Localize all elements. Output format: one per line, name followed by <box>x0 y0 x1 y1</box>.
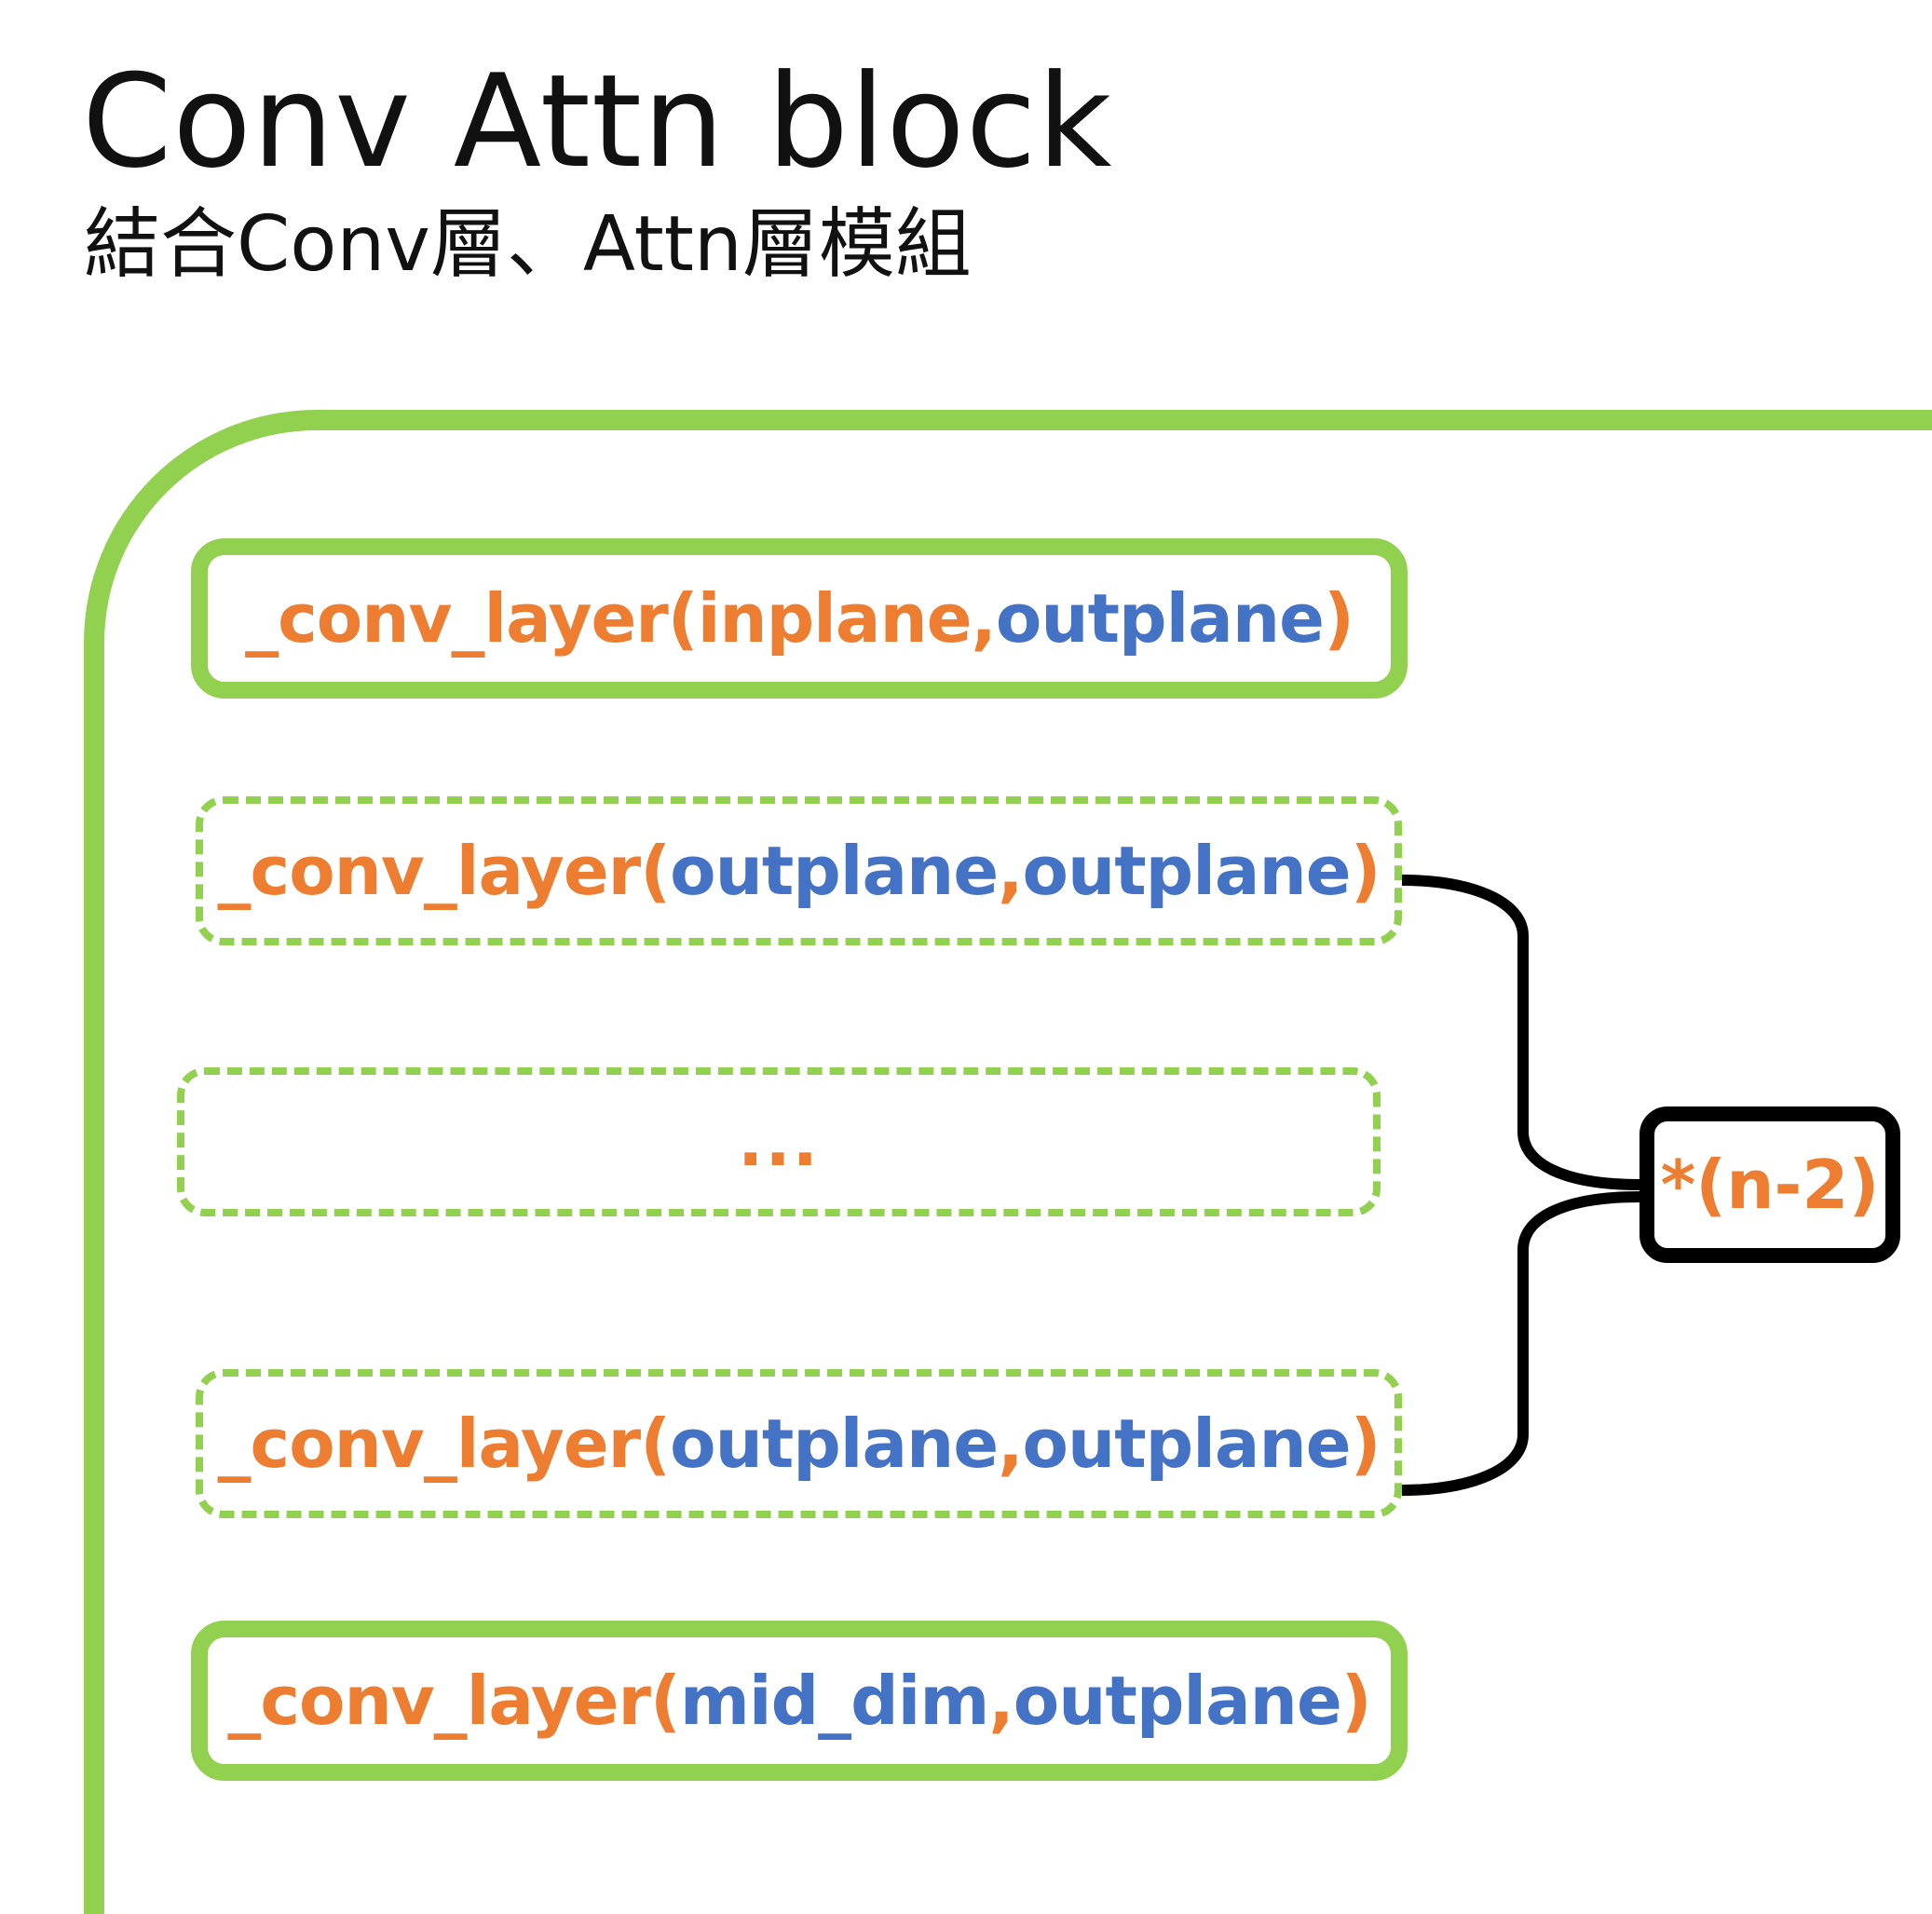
layer-fn: _conv_layer( <box>217 1405 672 1483</box>
layer-sep: , <box>971 579 997 658</box>
layer-close: ) <box>1323 579 1354 658</box>
layer-fn: _conv_layer( <box>227 1662 681 1740</box>
layer-arg1: inplane <box>697 579 973 658</box>
layer-arg1: mid_dim <box>679 1662 989 1740</box>
layer-arg2: outplane <box>1022 1405 1352 1483</box>
layer-arg2: outplane <box>1022 832 1352 910</box>
layer-arg1: outplane <box>670 832 999 910</box>
conv-layer-last: _conv_layer(mid_dim, outplane) <box>191 1621 1408 1781</box>
repeat-label: *(n-2) <box>1660 1146 1880 1224</box>
page-title: Conv Attn block <box>82 47 1113 197</box>
layer-arg2: outplane <box>995 579 1325 658</box>
layer-close: ) <box>1350 832 1381 910</box>
layer-sep: , <box>998 832 1023 910</box>
layer-fn: _conv_layer( <box>245 579 699 658</box>
layer-close: ) <box>1350 1405 1381 1483</box>
layer-sep: , <box>998 1405 1023 1483</box>
ellipsis-text: ... <box>737 1103 821 1181</box>
layer-sep: , <box>988 1662 1014 1740</box>
layer-close: ) <box>1340 1662 1372 1740</box>
bracket-curve <box>1401 875 1640 1190</box>
layer-arg1: outplane <box>670 1405 999 1483</box>
page-subtitle: 結合Conv層、Attn層模組 <box>84 200 972 289</box>
layer-arg2: outplane <box>1013 1662 1342 1740</box>
conv-layer-ellipsis: ... <box>177 1067 1381 1216</box>
conv-layer-repeat-last: _conv_layer(outplane, outplane) <box>196 1369 1402 1518</box>
repeat-count-box: *(n-2) <box>1639 1106 1900 1263</box>
conv-attn-block-container <box>84 410 1932 1914</box>
conv-layer-repeat-first: _conv_layer(outplane, outplane) <box>196 796 1402 945</box>
conv-layer-first: _conv_layer(inplane, outplane) <box>191 538 1408 699</box>
bracket-curve <box>1401 1191 1640 1496</box>
layer-fn: _conv_layer( <box>217 832 672 910</box>
